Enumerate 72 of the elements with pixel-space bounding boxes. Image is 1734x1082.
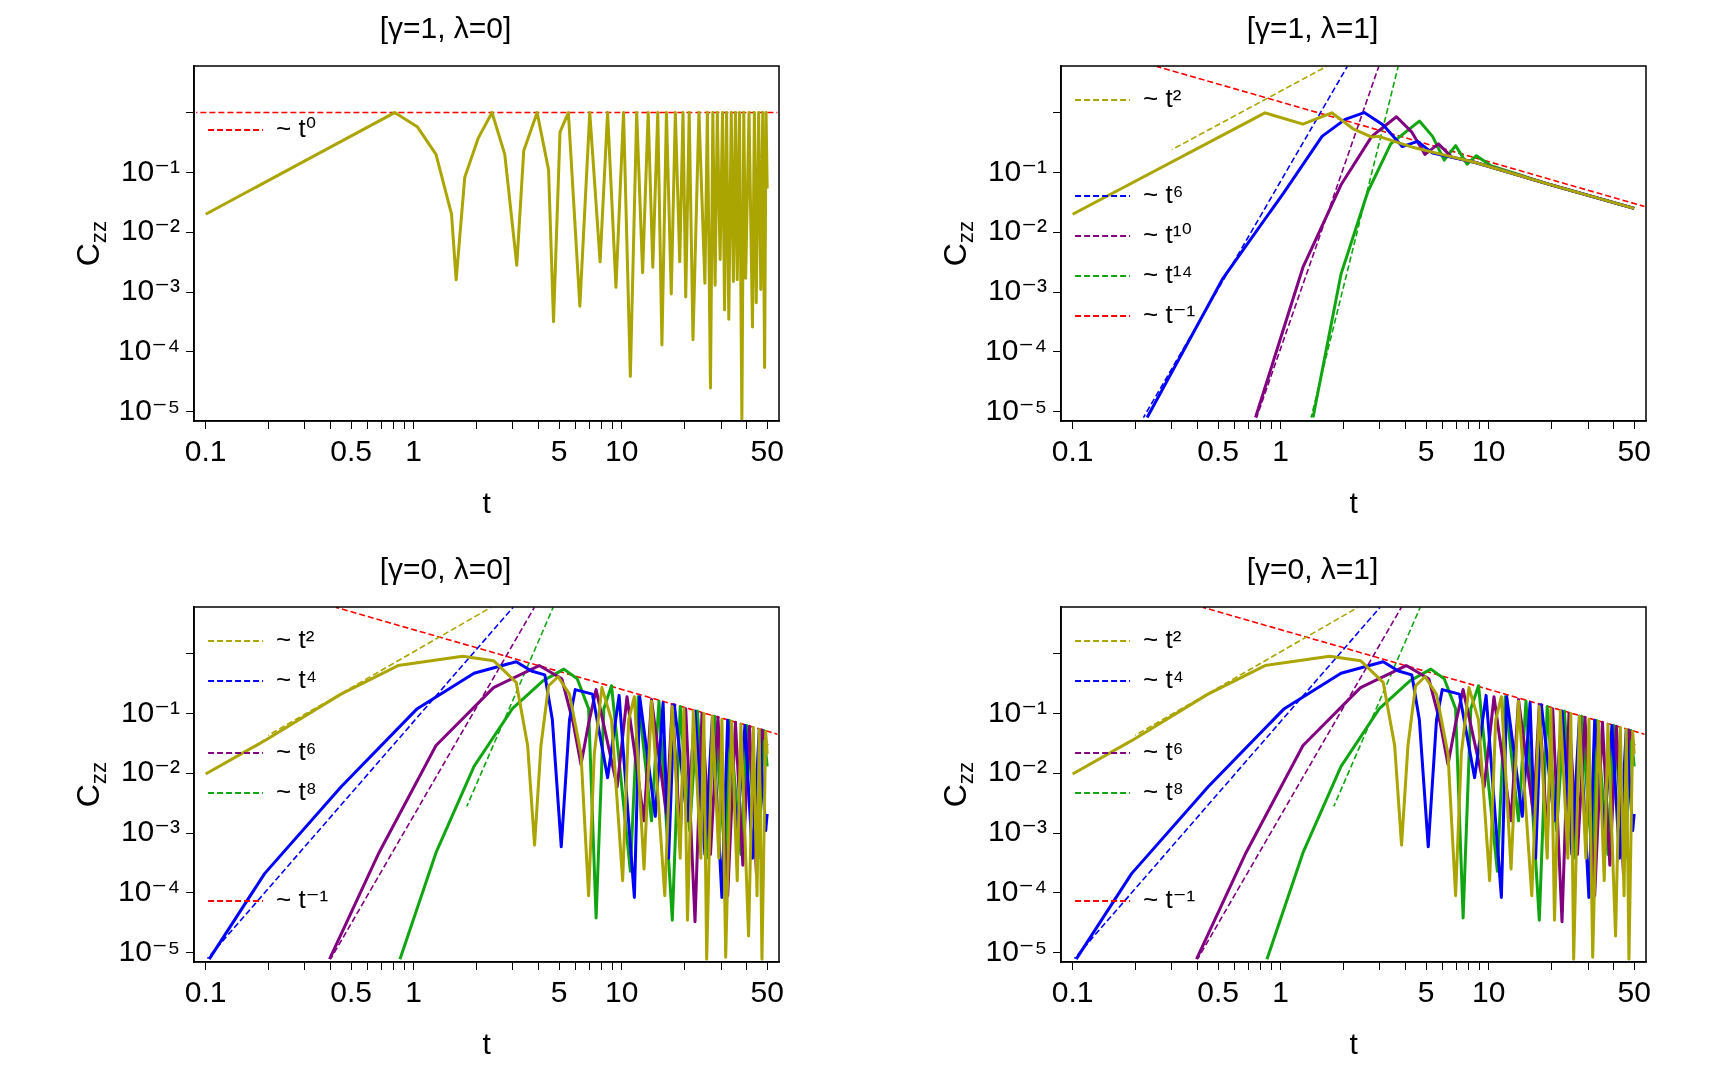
y-tick-label: 10⁻⁵ bbox=[118, 393, 181, 426]
x-axis-title: t bbox=[482, 486, 492, 520]
legend-label: ~ t⁶ bbox=[1143, 179, 1184, 210]
x-tick-label: 10 bbox=[1472, 975, 1506, 1009]
x-tick-label: 1 bbox=[1272, 434, 1290, 468]
x-tick-label: 5 bbox=[1417, 434, 1435, 468]
legend-label: ~ t² bbox=[276, 624, 315, 655]
x-tick-label: 0.5 bbox=[330, 975, 372, 1009]
legend-label: ~ t⁶ bbox=[1143, 736, 1184, 767]
y-tick-label: 10⁻⁵ bbox=[985, 393, 1048, 426]
x-tick-label: 0.5 bbox=[1197, 434, 1239, 468]
x-tick-label: 50 bbox=[1617, 434, 1651, 468]
y-tick-label: 10⁻² bbox=[987, 213, 1048, 247]
y-tick-label: 10⁻¹ bbox=[120, 694, 181, 728]
y-tick-label: 10⁻³ bbox=[987, 814, 1048, 848]
x-tick-label: 5 bbox=[550, 434, 568, 468]
y-tick-label: 10⁻¹ bbox=[120, 153, 181, 187]
y-tick-label: 10⁻³ bbox=[987, 273, 1048, 307]
x-axis-title: t bbox=[1349, 1027, 1359, 1061]
legend-label: ~ t² bbox=[1143, 624, 1182, 655]
x-axis-title: t bbox=[482, 1027, 492, 1061]
legend-label: ~ t⁴ bbox=[1143, 664, 1184, 695]
y-axis-title: Czz bbox=[936, 220, 978, 267]
y-axis-title: Czz bbox=[69, 761, 111, 808]
y-tick-label: 10⁻² bbox=[987, 754, 1048, 788]
y-tick-label: 10⁻⁴ bbox=[984, 874, 1048, 908]
x-tick-label: 50 bbox=[750, 975, 784, 1009]
x-tick-label: 0.1 bbox=[1051, 434, 1094, 468]
legend-label: ~ t⁸ bbox=[276, 776, 317, 807]
x-tick-label: 1 bbox=[405, 975, 423, 1009]
x-tick-label: 0.5 bbox=[330, 434, 372, 468]
legend-label: ~ t⁻¹ bbox=[1143, 299, 1196, 330]
y-tick-label: 10⁻² bbox=[120, 213, 181, 247]
y-tick-label: 10⁻² bbox=[120, 754, 181, 788]
legend-label: ~ t⁴ bbox=[276, 664, 317, 695]
legend-label: ~ t² bbox=[1143, 83, 1182, 114]
legend-label: ~ t⁻¹ bbox=[276, 884, 329, 915]
x-tick-label: 50 bbox=[1617, 975, 1651, 1009]
chart-title: [γ=1, λ=1] bbox=[1246, 11, 1379, 45]
x-tick-label: 1 bbox=[1272, 975, 1290, 1009]
y-axis-title: Czz bbox=[936, 761, 978, 808]
chart-title: [γ=0, λ=1] bbox=[1246, 552, 1379, 586]
y-tick-label: 10⁻³ bbox=[120, 273, 181, 307]
x-tick-label: 1 bbox=[405, 434, 423, 468]
legend-label: ~ t⁶ bbox=[276, 736, 317, 767]
chart-title: [γ=0, λ=0] bbox=[379, 552, 512, 586]
y-axis-title: Czz bbox=[69, 220, 111, 267]
x-tick-label: 10 bbox=[605, 975, 639, 1009]
y-tick-label: 10⁻⁵ bbox=[985, 934, 1048, 967]
y-tick-label: 10⁻⁴ bbox=[117, 333, 181, 367]
y-tick-label: 10⁻¹ bbox=[987, 153, 1048, 187]
legend-label: ~ t¹⁰ bbox=[1143, 219, 1192, 250]
chart-title: [γ=1, λ=0] bbox=[379, 11, 512, 45]
x-tick-label: 5 bbox=[550, 975, 568, 1009]
x-tick-label: 0.1 bbox=[184, 434, 227, 468]
x-tick-label: 10 bbox=[605, 434, 639, 468]
legend-label: ~ t¹⁴ bbox=[1143, 259, 1193, 290]
y-tick-label: 10⁻⁴ bbox=[984, 333, 1048, 367]
x-tick-label: 5 bbox=[1417, 975, 1435, 1009]
x-tick-label: 0.1 bbox=[1051, 975, 1094, 1009]
y-tick-label: 10⁻⁴ bbox=[117, 874, 181, 908]
x-axis-title: t bbox=[1349, 486, 1359, 520]
x-tick-label: 0.1 bbox=[184, 975, 227, 1009]
y-tick-label: 10⁻¹ bbox=[987, 694, 1048, 728]
legend-label: ~ t⁰ bbox=[276, 113, 317, 144]
legend-label: ~ t⁻¹ bbox=[1143, 884, 1196, 915]
legend-label: ~ t⁸ bbox=[1143, 776, 1184, 807]
y-tick-label: 10⁻³ bbox=[120, 814, 181, 848]
x-tick-label: 10 bbox=[1472, 434, 1506, 468]
y-tick-label: 10⁻⁵ bbox=[118, 934, 181, 967]
x-tick-label: 50 bbox=[750, 434, 784, 468]
x-tick-label: 0.5 bbox=[1197, 975, 1239, 1009]
